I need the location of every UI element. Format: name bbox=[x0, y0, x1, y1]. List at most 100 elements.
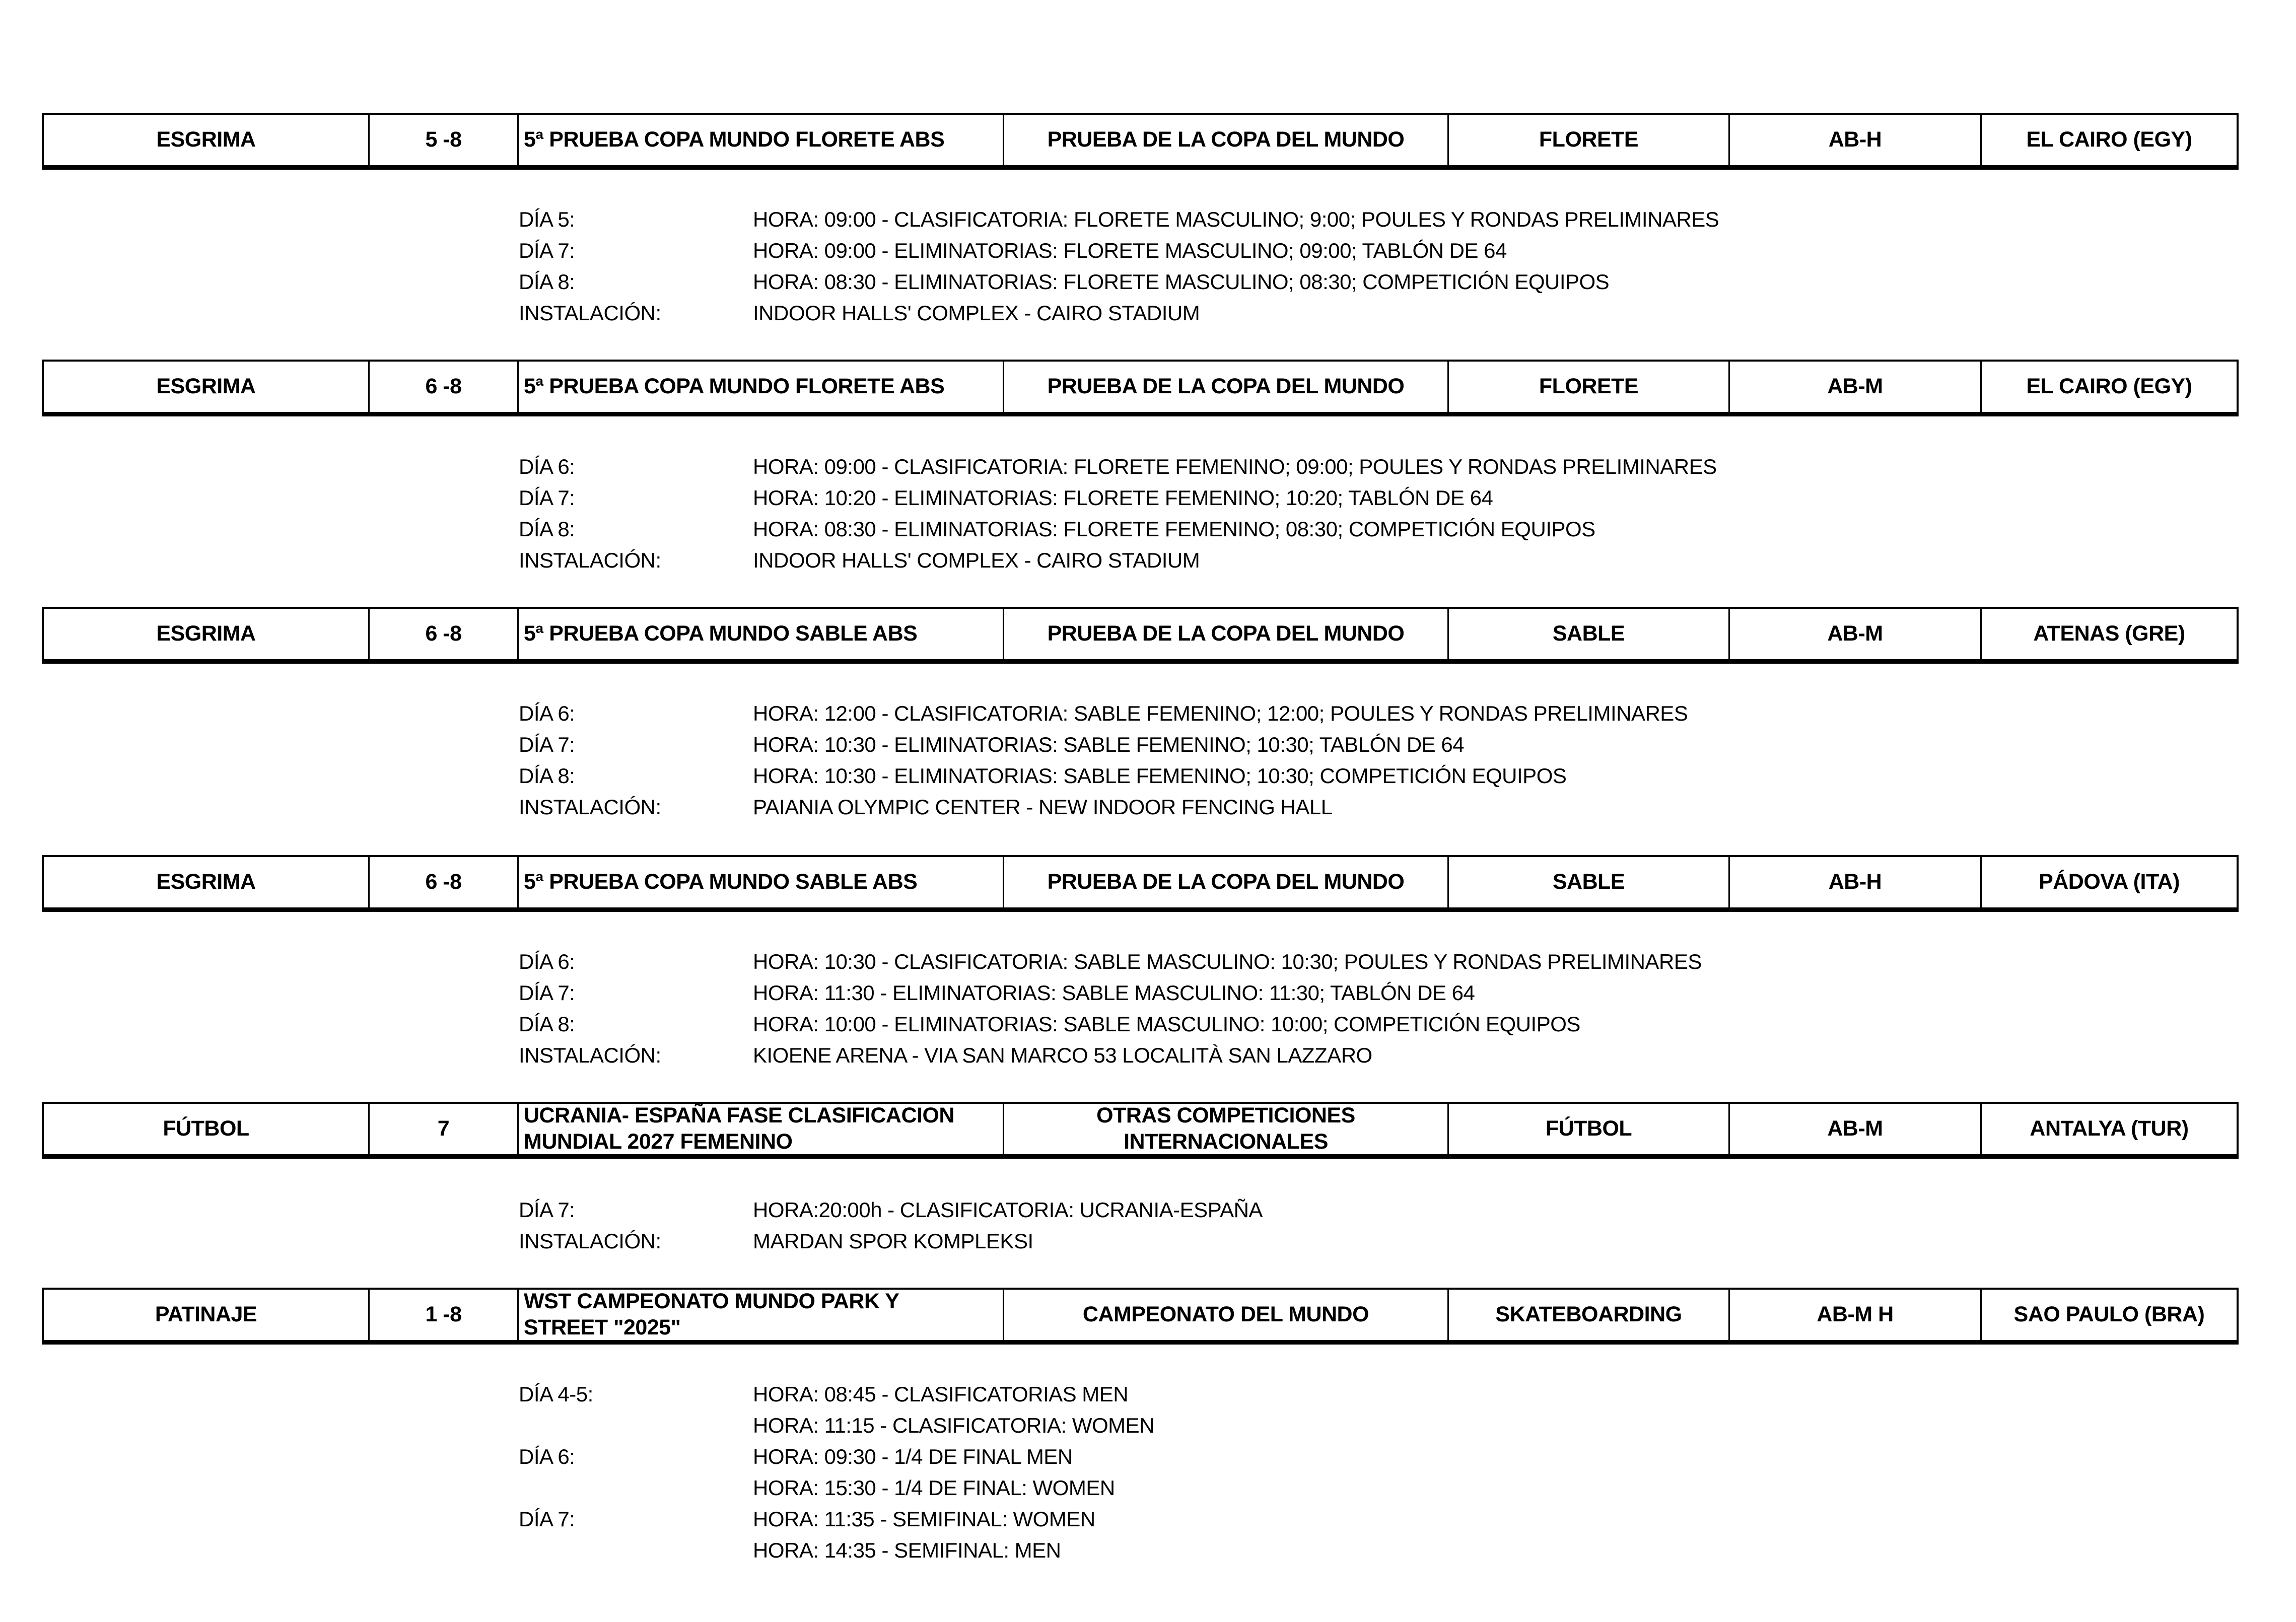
detail-label: DÍA 6: bbox=[519, 701, 575, 725]
detail-line: HORA: 14:35 - SEMIFINAL: MEN bbox=[519, 1537, 2251, 1569]
detail-label: DÍA 7: bbox=[519, 1507, 575, 1531]
row-details: DÍA 5: HORA: 09:00 - CLASIFICATORIA: FLO… bbox=[519, 206, 2251, 331]
cell-venue: SAO PAULO (BRA) bbox=[1980, 1290, 2237, 1340]
cell-days: 6 -8 bbox=[368, 857, 517, 907]
detail-value: INDOOR HALLS' COMPLEX - CAIRO STADIUM bbox=[753, 548, 1200, 572]
detail-label: DÍA 6: bbox=[519, 455, 575, 478]
detail-line: DÍA 8: HORA: 10:30 - ELIMINATORIAS: SABL… bbox=[519, 763, 2251, 794]
cell-venue: EL CAIRO (EGY) bbox=[1980, 115, 2237, 165]
detail-line: INSTALACIÓN: PAIANIA OLYMPIC CENTER - NE… bbox=[519, 794, 2251, 825]
detail-line: INSTALACIÓN: INDOOR HALLS' COMPLEX - CAI… bbox=[519, 300, 2251, 331]
detail-line: INSTALACIÓN: INDOOR HALLS' COMPLEX - CAI… bbox=[519, 547, 2251, 579]
detail-label: DÍA 8: bbox=[519, 270, 575, 294]
detail-label: DÍA 6: bbox=[519, 950, 575, 973]
row-details: DÍA 4-5: HORA: 08:45 - CLASIFICATORIAS M… bbox=[519, 1381, 2251, 1569]
detail-line: DÍA 4-5: HORA: 08:45 - CLASIFICATORIAS M… bbox=[519, 1381, 2251, 1413]
cell-category: AB-M H bbox=[1728, 1290, 1980, 1340]
cell-discipline: FÚTBOL bbox=[1447, 1104, 1728, 1154]
cell-category: AB-H bbox=[1728, 857, 1980, 907]
detail-line: HORA: 15:30 - 1/4 DE FINAL: WOMEN bbox=[519, 1475, 2251, 1506]
schedule-row: ESGRIMA 6 -8 5ª PRUEBA COPA MUNDO SABLE … bbox=[42, 855, 2239, 912]
detail-value: KIOENE ARENA - VIA SAN MARCO 53 LOCALITÀ… bbox=[753, 1043, 1372, 1067]
row-details: DÍA 7: HORA:20:00h - CLASIFICATORIA: UCR… bbox=[519, 1197, 2251, 1259]
schedule-row: ESGRIMA 5 -8 5ª PRUEBA COPA MUNDO FLORET… bbox=[42, 113, 2239, 170]
detail-value: HORA: 09:00 - CLASIFICATORIA: FLORETE FE… bbox=[753, 455, 1717, 478]
cell-competition: PRUEBA DE LA COPA DEL MUNDO bbox=[1003, 857, 1447, 907]
row-details: DÍA 6: HORA: 12:00 - CLASIFICATORIA: SAB… bbox=[519, 700, 2251, 825]
cell-competition: CAMPEONATO DEL MUNDO bbox=[1003, 1290, 1447, 1340]
cell-competition: OTRAS COMPETICIONES INTERNACIONALES bbox=[1003, 1104, 1447, 1154]
cell-event: WST CAMPEONATO MUNDO PARK Y STREET "2025… bbox=[517, 1290, 1003, 1340]
cell-discipline: FLORETE bbox=[1447, 362, 1728, 412]
cell-sport: FÚTBOL bbox=[163, 1116, 249, 1141]
detail-label: INSTALACIÓN: bbox=[519, 795, 661, 819]
detail-value: HORA: 15:30 - 1/4 DE FINAL: WOMEN bbox=[753, 1476, 1115, 1500]
detail-value: MARDAN SPOR KOMPLEKSI bbox=[753, 1229, 1033, 1253]
detail-label: DÍA 8: bbox=[519, 764, 575, 788]
detail-label: INSTALACIÓN: bbox=[519, 1043, 661, 1067]
cell-days: 6 -8 bbox=[368, 362, 517, 412]
detail-label: DÍA 4-5: bbox=[519, 1382, 593, 1406]
detail-line: DÍA 6: HORA: 12:00 - CLASIFICATORIA: SAB… bbox=[519, 700, 2251, 732]
detail-label: DÍA 6: bbox=[519, 1445, 575, 1468]
detail-value: HORA: 11:15 - CLASIFICATORIA: WOMEN bbox=[753, 1414, 1155, 1437]
detail-line: DÍA 8: HORA: 08:30 - ELIMINATORIAS: FLOR… bbox=[519, 516, 2251, 547]
detail-value: HORA: 10:30 - ELIMINATORIAS: SABLE FEMEN… bbox=[753, 733, 1465, 756]
detail-label: DÍA 5: bbox=[519, 207, 575, 231]
detail-label: DÍA 7: bbox=[519, 981, 575, 1005]
cell-event: UCRANIA- ESPAÑA FASE CLASIFICACION MUNDI… bbox=[517, 1104, 1003, 1154]
cell-event: 5ª PRUEBA COPA MUNDO FLORETE ABS bbox=[517, 115, 1003, 165]
cell-competition: PRUEBA DE LA COPA DEL MUNDO bbox=[1003, 115, 1447, 165]
detail-label: INSTALACIÓN: bbox=[519, 301, 661, 325]
detail-value: HORA: 11:30 - ELIMINATORIAS: SABLE MASCU… bbox=[753, 981, 1475, 1005]
detail-value: HORA: 10:00 - ELIMINATORIAS: SABLE MASCU… bbox=[753, 1012, 1580, 1036]
cell-event: 5ª PRUEBA COPA MUNDO SABLE ABS bbox=[517, 857, 1003, 907]
detail-label: DÍA 7: bbox=[519, 486, 575, 510]
detail-value: HORA: 09:00 - CLASIFICATORIA: FLORETE MA… bbox=[753, 207, 1719, 231]
detail-label: DÍA 7: bbox=[519, 733, 575, 756]
detail-line: DÍA 6: HORA: 09:00 - CLASIFICATORIA: FLO… bbox=[519, 454, 2251, 485]
detail-value: PAIANIA OLYMPIC CENTER - NEW INDOOR FENC… bbox=[753, 795, 1333, 819]
cell-category: AB-H bbox=[1728, 115, 1980, 165]
detail-line: DÍA 7: HORA: 10:20 - ELIMINATORIAS: FLOR… bbox=[519, 485, 2251, 516]
detail-value: HORA: 09:30 - 1/4 DE FINAL MEN bbox=[753, 1445, 1073, 1468]
cell-discipline: FLORETE bbox=[1447, 115, 1728, 165]
cell-sport: ESGRIMA bbox=[156, 870, 256, 894]
cell-competition: PRUEBA DE LA COPA DEL MUNDO bbox=[1003, 362, 1447, 412]
cell-sport: ESGRIMA bbox=[156, 621, 256, 646]
detail-value: HORA: 10:20 - ELIMINATORIAS: FLORETE FEM… bbox=[753, 486, 1493, 510]
schedule-row: ESGRIMA 6 -8 5ª PRUEBA COPA MUNDO SABLE … bbox=[42, 607, 2239, 664]
detail-line: DÍA 7: HORA:20:00h - CLASIFICATORIA: UCR… bbox=[519, 1197, 2251, 1228]
cell-venue: ATENAS (GRE) bbox=[1980, 609, 2237, 659]
cell-category: AB-M bbox=[1728, 362, 1980, 412]
detail-label: DÍA 7: bbox=[519, 1198, 575, 1222]
detail-label: INSTALACIÓN: bbox=[519, 548, 661, 572]
detail-line: INSTALACIÓN: MARDAN SPOR KOMPLEKSI bbox=[519, 1228, 2251, 1259]
detail-line: DÍA 7: HORA: 09:00 - ELIMINATORIAS: FLOR… bbox=[519, 238, 2251, 269]
cell-discipline: SABLE bbox=[1447, 609, 1728, 659]
detail-value: HORA: 12:00 - CLASIFICATORIA: SABLE FEME… bbox=[753, 701, 1688, 725]
detail-line: DÍA 7: HORA: 11:30 - ELIMINATORIAS: SABL… bbox=[519, 980, 2251, 1011]
cell-discipline: SABLE bbox=[1447, 857, 1728, 907]
cell-days: 5 -8 bbox=[368, 115, 517, 165]
cell-venue: PÁDOVA (ITA) bbox=[1980, 857, 2237, 907]
row-details: DÍA 6: HORA: 10:30 - CLASIFICATORIA: SAB… bbox=[519, 949, 2251, 1074]
schedule-row: PATINAJE 1 -8 WST CAMPEONATO MUNDO PARK … bbox=[42, 1288, 2239, 1345]
detail-label: DÍA 8: bbox=[519, 517, 575, 541]
detail-label: DÍA 8: bbox=[519, 1012, 575, 1036]
cell-category: AB-M bbox=[1728, 609, 1980, 659]
detail-line: DÍA 7: HORA: 11:35 - SEMIFINAL: WOMEN bbox=[519, 1506, 2251, 1537]
cell-competition: PRUEBA DE LA COPA DEL MUNDO bbox=[1003, 609, 1447, 659]
detail-line: DÍA 6: HORA: 10:30 - CLASIFICATORIA: SAB… bbox=[519, 949, 2251, 980]
detail-value: HORA: 09:00 - ELIMINATORIAS: FLORETE MAS… bbox=[753, 239, 1507, 262]
detail-value: HORA: 14:35 - SEMIFINAL: MEN bbox=[753, 1538, 1061, 1562]
cell-days: 6 -8 bbox=[368, 609, 517, 659]
detail-value: HORA: 08:45 - CLASIFICATORIAS MEN bbox=[753, 1382, 1129, 1406]
detail-label: INSTALACIÓN: bbox=[519, 1229, 661, 1253]
detail-value: HORA: 11:35 - SEMIFINAL: WOMEN bbox=[753, 1507, 1095, 1531]
detail-label: DÍA 7: bbox=[519, 239, 575, 262]
detail-value: HORA: 10:30 - CLASIFICATORIA: SABLE MASC… bbox=[753, 950, 1702, 973]
detail-line: DÍA 8: HORA: 08:30 - ELIMINATORIAS: FLOR… bbox=[519, 269, 2251, 300]
detail-line: DÍA 7: HORA: 10:30 - ELIMINATORIAS: SABL… bbox=[519, 732, 2251, 763]
